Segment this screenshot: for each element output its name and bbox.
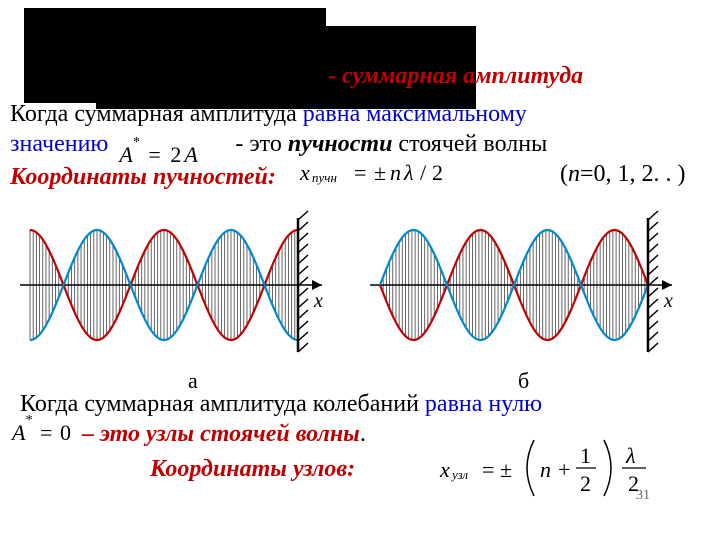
line3: значению A * = 2 A - это пучности стояче… bbox=[10, 130, 547, 159]
line7-label: Координаты узлов: bbox=[150, 455, 355, 484]
line5-part2: равна нулю bbox=[425, 391, 542, 417]
line2: Когда суммарная амплитуда равна максимал… bbox=[10, 100, 527, 129]
line5: Когда суммарная амплитуда колебаний равн… bbox=[20, 390, 542, 419]
line3-part1: значению bbox=[10, 131, 114, 157]
line5-part1: Когда суммарная амплитуда колебаний bbox=[20, 391, 425, 417]
line6: – это узлы стоячей волны. bbox=[82, 420, 366, 449]
svg-text:x: x bbox=[663, 290, 673, 312]
line4-tail: (n=0, 1, 2. . ) bbox=[560, 160, 686, 189]
line4-label: Координаты пучностей: bbox=[10, 163, 276, 192]
line3-part4: стоячей волны bbox=[392, 131, 547, 157]
line3-part3: пучности bbox=[288, 131, 393, 157]
slide-number: 31 bbox=[636, 488, 650, 504]
sum-amplitude-text: - суммарная амплитуда bbox=[328, 62, 583, 91]
line3-part2: - это bbox=[235, 131, 287, 157]
diagram-b: x bbox=[370, 210, 680, 360]
diagram-a: x bbox=[20, 210, 330, 360]
svg-text:x: x bbox=[313, 290, 323, 312]
line2-part1: Когда суммарная амплитуда bbox=[10, 101, 303, 127]
line2-part2: равна максимальному bbox=[303, 101, 527, 127]
